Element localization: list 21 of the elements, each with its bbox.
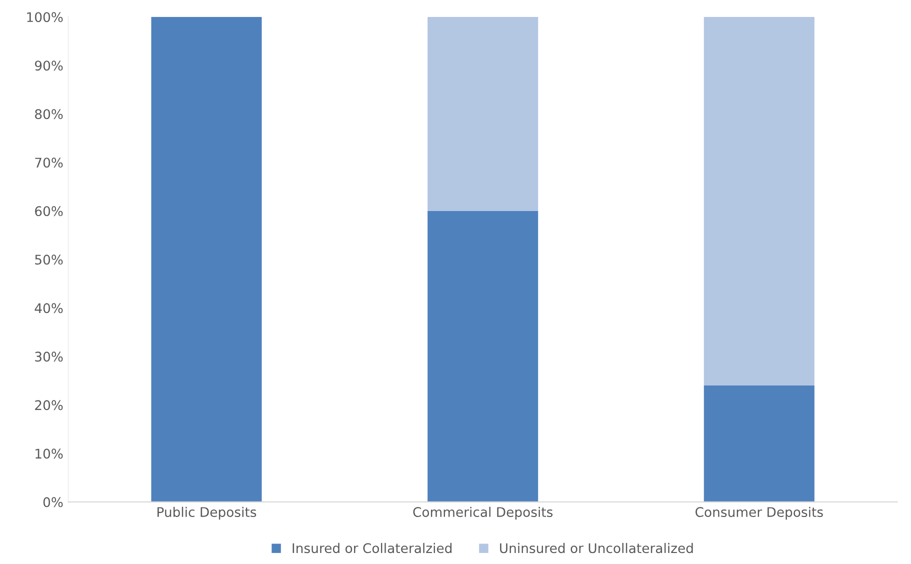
x-tick-label: Public Deposits (158, 506, 256, 520)
x-tick-label: Consumer Deposits (696, 506, 823, 520)
y-tick-label: 70% (35, 158, 63, 168)
y-tick-label: 10% (36, 448, 63, 459)
bar (151, 16, 262, 502)
y-tick-label: 30% (35, 352, 63, 362)
legend-label: Uninsured or Uncollateralized (500, 542, 693, 554)
bar (428, 210, 538, 502)
bar (704, 16, 814, 386)
x-tick-label: Commerical Deposits (413, 506, 553, 520)
y-tick-label: 40% (34, 303, 63, 314)
bar (428, 16, 538, 211)
y-tick-label: 100% (27, 12, 63, 22)
legend-label: Insured or Collateralzied (292, 542, 452, 554)
bar (704, 386, 814, 502)
y-tick-label: 50% (35, 254, 63, 265)
y-tick-label: 60% (35, 206, 63, 216)
y-tick-label: 90% (34, 60, 63, 71)
y-tick-label: 0% (43, 497, 63, 508)
y-tick-label: 20% (35, 400, 63, 410)
y-tick-label: 80% (35, 109, 63, 120)
